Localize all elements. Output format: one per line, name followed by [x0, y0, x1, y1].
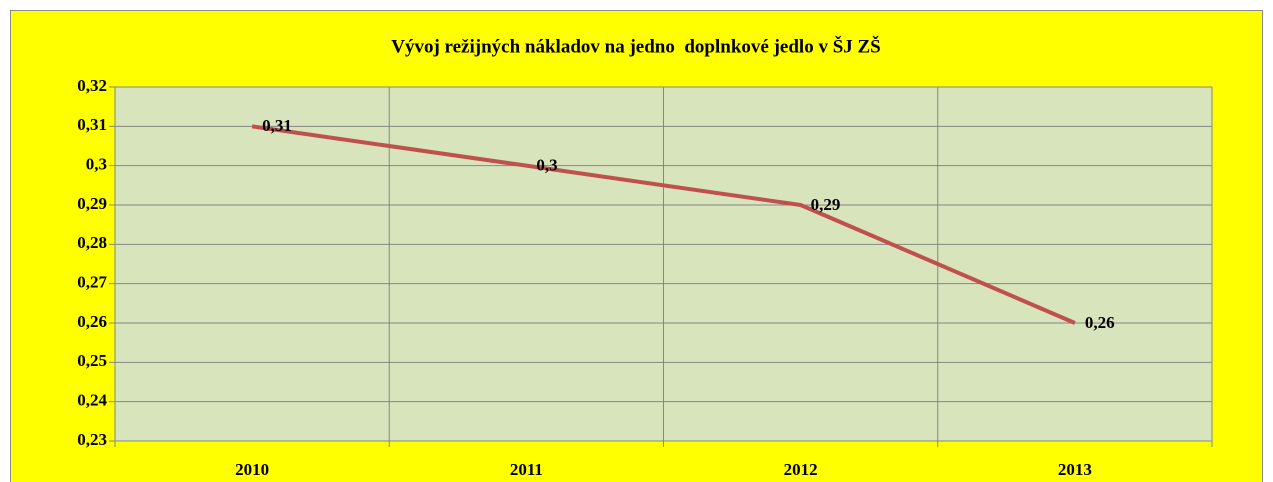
data-label: 0,3 — [536, 156, 557, 175]
x-tick-label: 2012 — [784, 460, 818, 479]
chart-title: Vývoj režijných nákladov na jedno doplnk… — [391, 35, 881, 57]
y-tick-label: 0,28 — [77, 233, 107, 252]
x-tick-label: 2011 — [510, 460, 543, 479]
data-label: 0,31 — [262, 116, 292, 135]
y-tick-label: 0,3 — [86, 155, 107, 174]
y-tick-label: 0,27 — [77, 273, 107, 292]
line-series — [251, 124, 1076, 325]
y-tick-label: 0,32 — [77, 76, 107, 95]
y-tick-label: 0,29 — [77, 194, 107, 213]
y-tick-label: 0,23 — [77, 430, 107, 449]
x-tick-label: 2010 — [235, 460, 269, 479]
y-tick-label: 0,25 — [77, 351, 107, 370]
y-tick-label: 0,24 — [77, 391, 107, 410]
data-label: 0,26 — [1085, 313, 1115, 332]
x-tick-label: 2013 — [1058, 460, 1092, 479]
y-tick-label: 0,26 — [77, 312, 107, 331]
y-tick-label: 0,31 — [77, 115, 107, 134]
data-label: 0,29 — [811, 195, 841, 214]
